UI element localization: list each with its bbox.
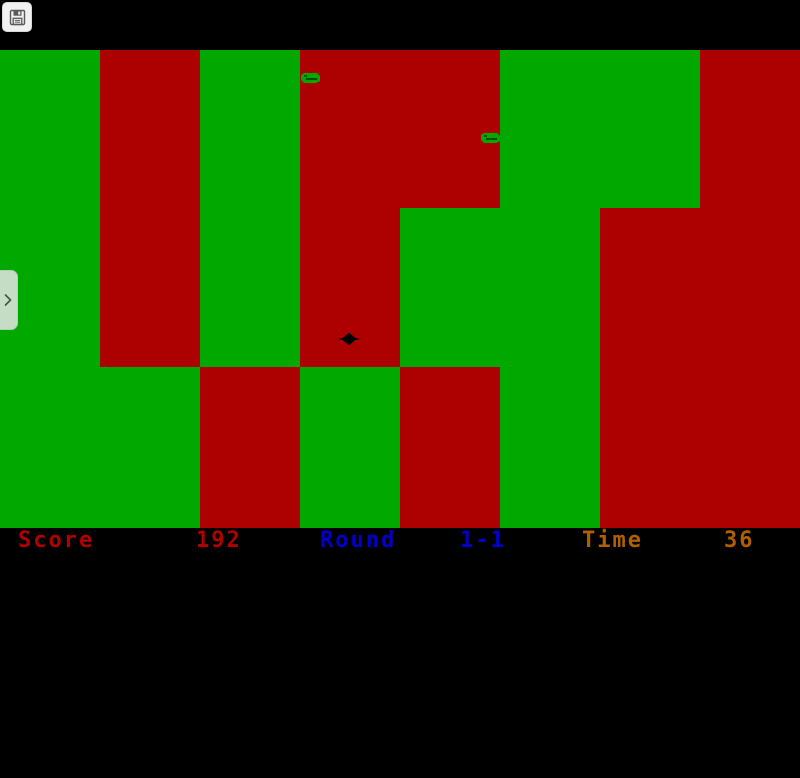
time-value: 36 (724, 528, 755, 553)
score-label: Score (18, 528, 95, 553)
game-tile (200, 50, 300, 208)
top-toolbar (0, 0, 800, 36)
round-value: 1-1 (460, 528, 506, 553)
chevron-right-icon (3, 292, 13, 308)
status-bar: Score 192 Round 1-1 Time 36 (0, 528, 800, 600)
game-tile (0, 367, 200, 528)
round-label: Round (320, 528, 397, 553)
sidebar-expand-handle[interactable] (0, 270, 18, 330)
save-button[interactable] (2, 2, 32, 32)
game-tile (0, 50, 100, 208)
game-tile (500, 50, 700, 208)
time-label: Time (582, 528, 643, 553)
hud-row: Score 192 Round 1-1 Time 36 (0, 528, 800, 554)
game-tile (100, 50, 200, 208)
game-window: Score 192 Round 1-1 Time 36 (0, 0, 800, 600)
enemy-sprite (478, 130, 502, 146)
game-tile (400, 208, 600, 367)
game-tile (700, 50, 800, 208)
game-tile (500, 367, 600, 528)
enemy-sprite (298, 70, 322, 86)
game-tile (200, 367, 300, 528)
game-tile (400, 367, 500, 528)
score-value: 192 (196, 528, 242, 553)
game-canvas[interactable] (0, 50, 800, 528)
game-tile (300, 367, 400, 528)
game-tile (600, 208, 800, 367)
game-tile (600, 367, 800, 528)
game-tile (300, 50, 500, 208)
game-tile (200, 208, 300, 367)
floppy-disk-icon (9, 9, 26, 26)
game-tile (100, 208, 200, 367)
player-sprite (338, 331, 360, 347)
